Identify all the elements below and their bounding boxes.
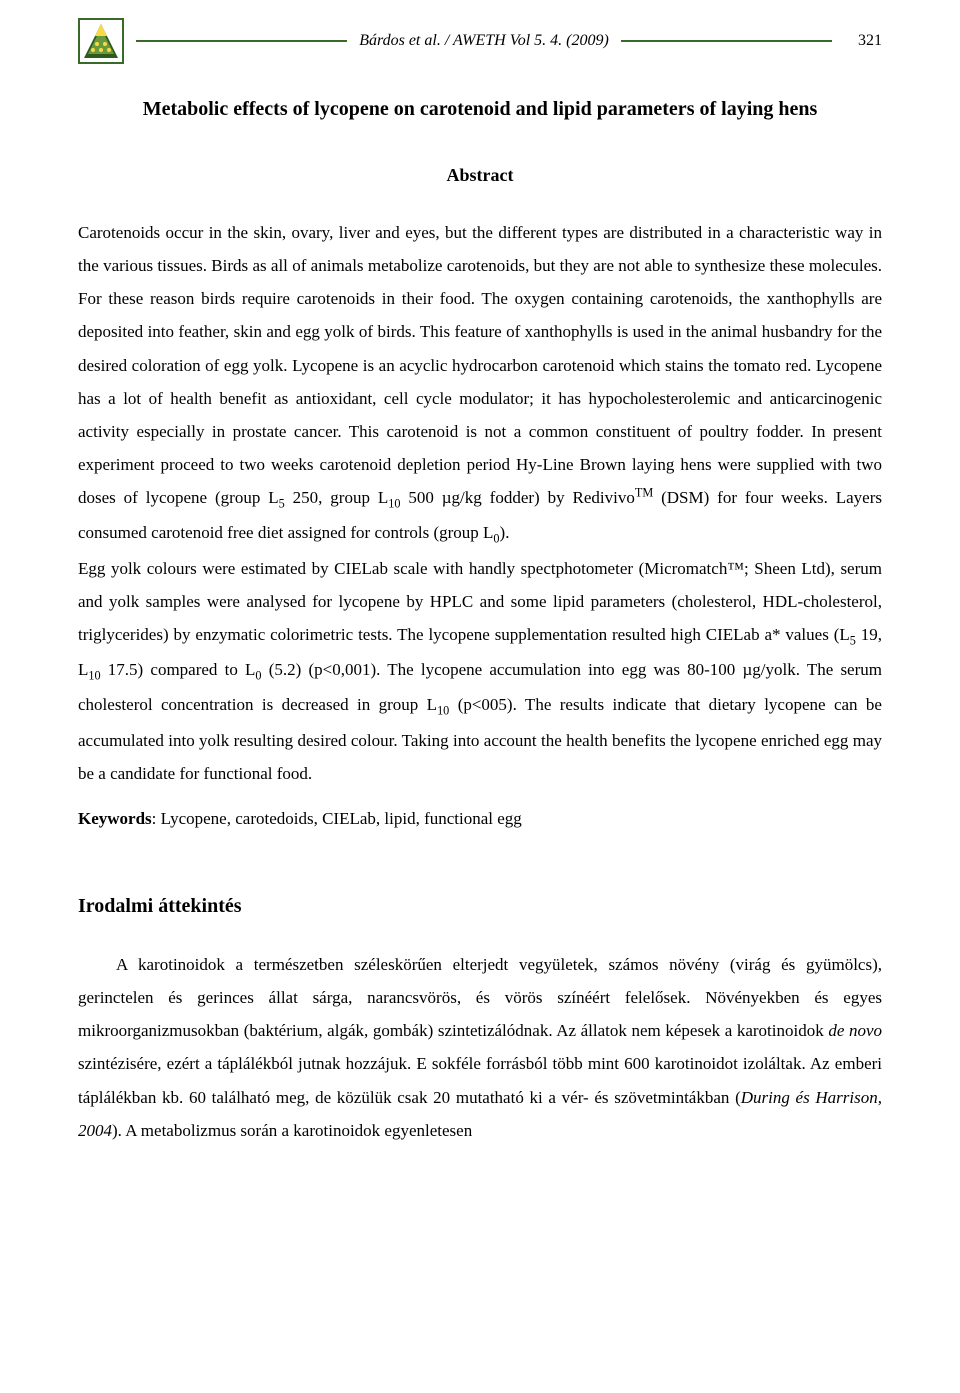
keywords-label: Keywords — [78, 809, 152, 828]
abstract-heading: Abstract — [78, 165, 882, 186]
keywords-text: : Lycopene, carotedoids, CIELab, lipid, … — [152, 809, 522, 828]
abstract-body: Carotenoids occur in the skin, ovary, li… — [78, 216, 882, 790]
header-citation: Bárdos et al. / AWETH Vol 5. 4. (2009) — [359, 32, 609, 50]
keywords-line: Keywords: Lycopene, carotedoids, CIELab,… — [78, 802, 882, 835]
page-header: Bárdos et al. / AWETH Vol 5. 4. (2009) 3… — [78, 18, 882, 64]
article-title: Metabolic effects of lycopene on caroten… — [78, 98, 882, 121]
section-heading: Irodalmi áttekintés — [78, 895, 882, 918]
header-rule-left — [136, 40, 347, 42]
section-body: A karotinoidok a természetben széleskörű… — [78, 948, 882, 1147]
page-number: 321 — [852, 32, 882, 50]
header-rule-right — [621, 40, 832, 42]
journal-logo — [78, 18, 124, 64]
